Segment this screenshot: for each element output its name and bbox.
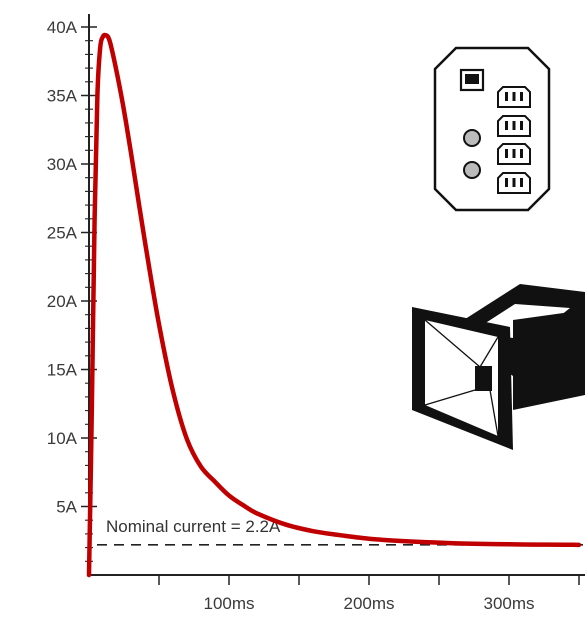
iec-socket-icon — [497, 115, 531, 137]
x-tick-label: 100ms — [203, 594, 254, 613]
y-tick-label: 35A — [47, 87, 78, 106]
y-tick-label: 10A — [47, 429, 78, 448]
nominal-current-label: Nominal current = 2.2A — [106, 517, 281, 536]
x-axis-ticks: 100ms 200ms 300ms — [158, 575, 580, 613]
iec-socket-icon — [497, 172, 531, 194]
y-tick-label: 40A — [47, 18, 78, 37]
power-distribution-outlet-panel-icon — [433, 46, 551, 212]
speaker-horn-icon — [412, 284, 585, 450]
y-tick-label: 25A — [47, 224, 78, 243]
indicator-light-icon — [463, 161, 481, 179]
y-tick-label: 30A — [47, 155, 78, 174]
x-tick-label: 300ms — [483, 594, 534, 613]
inrush-current-curve — [86, 32, 582, 578]
indicator-light-icon — [463, 129, 481, 147]
iec-socket-icon — [497, 86, 531, 108]
network-port-icon — [459, 68, 485, 92]
y-tick-label: 5A — [56, 498, 77, 517]
iec-sockets — [497, 86, 531, 194]
y-tick-label: 20A — [47, 292, 78, 311]
x-tick-label: 200ms — [343, 594, 394, 613]
y-tick-label: 15A — [47, 361, 78, 380]
iec-socket-icon — [497, 143, 531, 165]
